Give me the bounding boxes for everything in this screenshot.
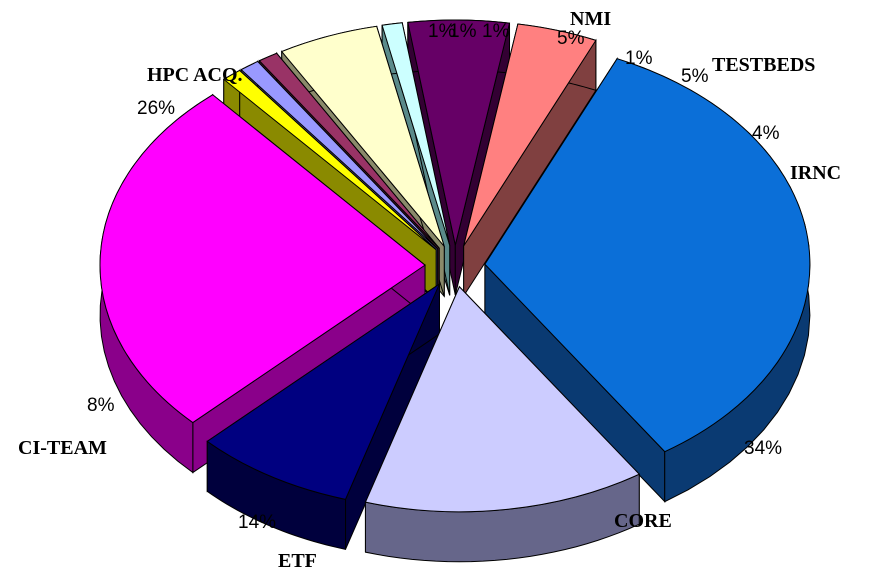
category-label-ci-team: CI-TEAM [18, 437, 107, 459]
percent-label-hpc-acq: 26% [137, 98, 175, 119]
slice-slice-5 [222, 69, 437, 251]
percent-label-testbeds: 5% [681, 66, 709, 87]
slice-slice-6 [240, 60, 438, 250]
percent-label-slice-6: 1% [449, 21, 477, 42]
category-label-core: CORE [614, 510, 672, 532]
slice-hpc-acq [99, 94, 426, 424]
category-label-irnc: IRNC [790, 162, 841, 184]
slice-slice-7 [258, 52, 440, 249]
category-label-hpc-acq: HPC ACQ. [147, 64, 243, 86]
category-label-etf: ETF [278, 550, 317, 572]
slice-irnc [463, 23, 597, 247]
percent-label-slice-9: 1% [625, 48, 653, 69]
slice-core [484, 58, 811, 453]
percent-label-nmi: 5% [557, 28, 585, 49]
percent-label-slice-7: 1% [482, 21, 510, 42]
slice-testbeds [407, 19, 511, 246]
percent-label-ci-team: 8% [87, 395, 115, 416]
percent-label-etf: 14% [238, 512, 276, 533]
slice-etf [364, 285, 641, 513]
category-label-nmi: NMI [570, 8, 611, 30]
percent-label-slice-5: 1% [428, 21, 456, 42]
percent-label-irnc: 4% [752, 123, 780, 144]
slice-slice-9 [381, 22, 451, 246]
slice-nmi [280, 25, 445, 247]
slice-ci-team [206, 282, 441, 500]
category-label-testbeds: TESTBEDS [712, 54, 815, 76]
pie-slices [99, 19, 811, 563]
percent-label-core: 34% [744, 438, 782, 459]
